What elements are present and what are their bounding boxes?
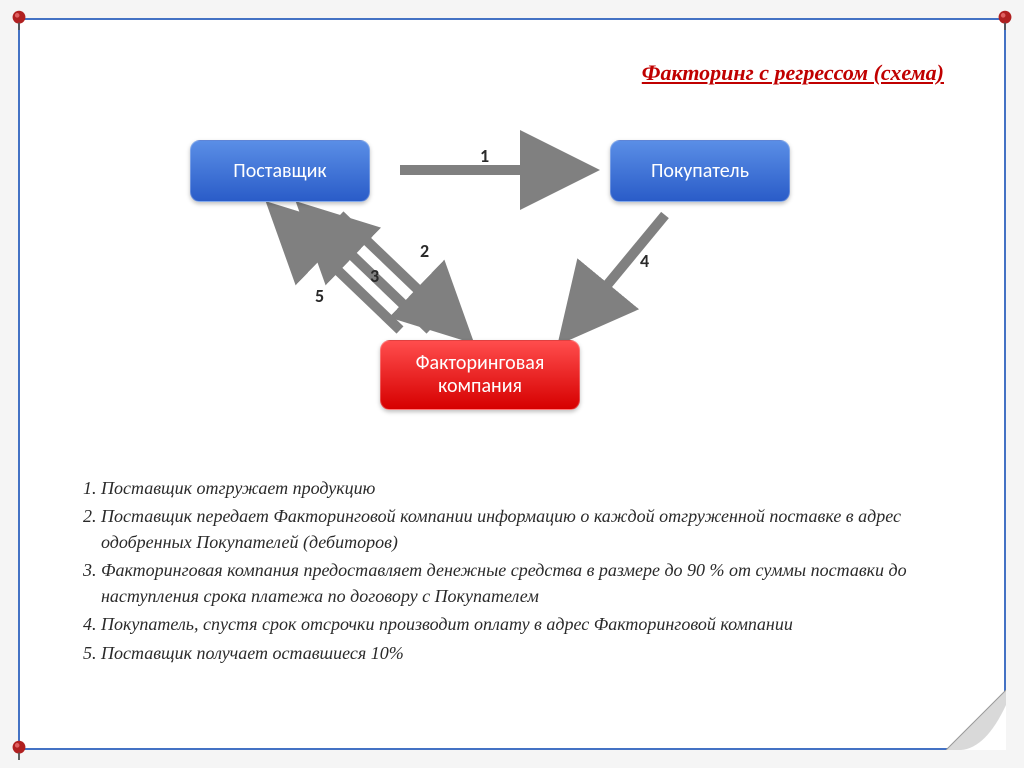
node-label: Факторинговая (416, 352, 545, 375)
steps-list: Поставщик отгружает продукцию Поставщик … (75, 475, 949, 668)
list-item: Покупатель, спустя срок отсрочки произво… (101, 611, 949, 637)
arrow-4 (570, 215, 665, 330)
pushpin-icon (8, 738, 30, 760)
arrow-label-2: 2 (420, 240, 429, 262)
node-label: Покупатель (651, 159, 749, 183)
arrow-5 (280, 215, 400, 330)
pushpin-icon (8, 8, 30, 30)
slide-frame: Факторинг с регрессом (схема) Поставщик … (18, 18, 1006, 750)
list-item: Поставщик отгружает продукцию (101, 475, 949, 501)
arrow-label-4: 4 (640, 250, 649, 272)
list-item: Поставщик получает оставшиеся 10% (101, 640, 949, 666)
pushpin-icon (994, 8, 1016, 30)
page-curl-icon (946, 690, 1006, 750)
flow-diagram: Поставщик Покупатель Факторинговая компа… (140, 120, 860, 430)
arrow-label-3: 3 (370, 265, 379, 287)
node-buyer: Покупатель (610, 140, 790, 202)
slide-title: Факторинг с регрессом (схема) (642, 60, 944, 86)
arrow-2 (340, 215, 460, 330)
node-supplier: Поставщик (190, 140, 370, 202)
arrow-label-5: 5 (315, 285, 324, 307)
arrow-label-1: 1 (480, 145, 489, 167)
list-item: Факторинговая компания предоставляет ден… (101, 557, 949, 609)
list-item: Поставщик передает Факторинговой компани… (101, 503, 949, 555)
node-factor: Факторинговая компания (380, 340, 580, 410)
node-label-2: компания (438, 375, 522, 398)
node-label: Поставщик (233, 159, 326, 183)
